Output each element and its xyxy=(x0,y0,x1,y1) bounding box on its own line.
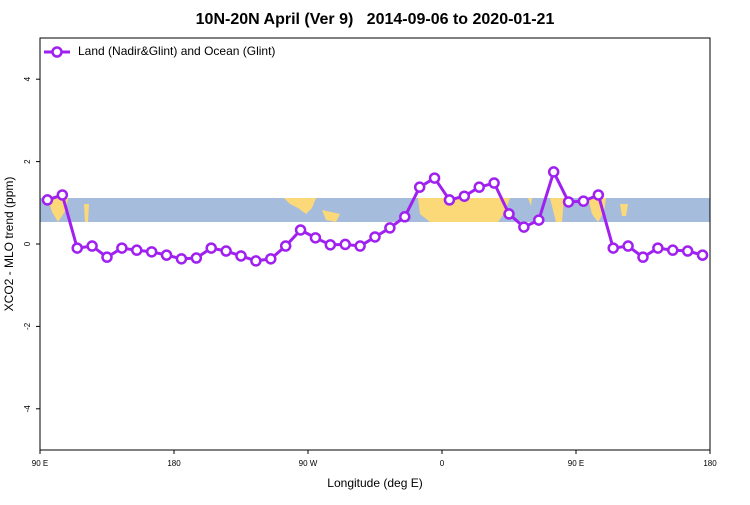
point xyxy=(101,251,113,263)
point xyxy=(607,242,619,254)
y-tick-label: 4 xyxy=(23,76,32,81)
point xyxy=(279,240,292,252)
x-axis-label: Longitude (deg E) xyxy=(327,476,422,490)
point xyxy=(518,221,530,233)
point xyxy=(71,242,83,254)
y-tick-label: 0 xyxy=(23,241,32,246)
point xyxy=(428,172,441,184)
land xyxy=(322,210,340,222)
point xyxy=(205,242,217,254)
y-tick-label: -4 xyxy=(23,405,32,413)
point xyxy=(41,194,54,206)
point xyxy=(265,253,277,265)
point xyxy=(56,189,69,201)
point xyxy=(190,252,203,264)
point xyxy=(652,242,664,254)
point xyxy=(339,238,351,251)
y-tick-label: 2 xyxy=(23,159,32,164)
legend-item: Land (Nadir&Glint) and Ocean (Glint) xyxy=(44,44,275,58)
point xyxy=(324,239,337,251)
point xyxy=(86,240,98,252)
x-tick-label: 90 E xyxy=(32,459,48,468)
legend-marker xyxy=(51,46,63,58)
point xyxy=(503,208,515,220)
point xyxy=(681,245,694,257)
point xyxy=(577,195,590,207)
point xyxy=(592,189,605,201)
ocean xyxy=(40,198,710,222)
y-tick-label: -2 xyxy=(23,322,32,330)
point xyxy=(354,240,366,252)
point xyxy=(369,231,381,243)
point xyxy=(309,232,322,244)
x-tick-label: 90 W xyxy=(299,459,318,468)
land xyxy=(84,204,89,222)
point xyxy=(637,251,649,263)
point xyxy=(533,214,545,226)
point xyxy=(131,244,143,256)
point xyxy=(547,166,560,178)
point xyxy=(458,190,471,202)
x-tick-label: 0 xyxy=(440,459,445,468)
point xyxy=(160,249,173,261)
x-tick-label: 180 xyxy=(167,459,181,468)
x-tick-label: 90 E xyxy=(568,459,584,468)
point xyxy=(145,246,158,258)
point xyxy=(116,242,128,254)
point xyxy=(667,244,679,256)
point xyxy=(696,249,709,261)
land xyxy=(550,198,564,222)
point xyxy=(473,181,485,193)
point xyxy=(399,211,411,223)
point xyxy=(443,194,456,206)
point xyxy=(384,222,396,234)
point xyxy=(175,253,188,265)
point xyxy=(488,177,500,189)
point xyxy=(220,245,232,257)
land xyxy=(528,198,532,206)
point xyxy=(294,224,307,236)
land xyxy=(48,198,68,222)
map-band xyxy=(40,198,710,222)
land xyxy=(620,204,628,216)
land xyxy=(284,198,316,214)
y-axis-label: XCO2 - MLO trend (ppm) xyxy=(2,177,16,312)
point xyxy=(235,250,247,262)
legend-label: Land (Nadir&Glint) and Ocean (Glint) xyxy=(78,44,275,58)
chart-title: 10N-20N April (Ver 9) 2014-09-06 to 2020… xyxy=(196,11,555,28)
point xyxy=(622,240,634,252)
point xyxy=(250,255,262,267)
point xyxy=(562,196,575,208)
point xyxy=(413,181,426,193)
land xyxy=(418,198,510,222)
x-tick-label: 180 xyxy=(703,459,717,468)
